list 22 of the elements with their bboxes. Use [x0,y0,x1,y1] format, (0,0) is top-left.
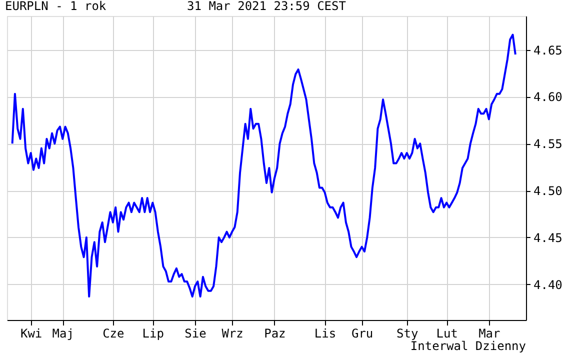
y-tick-label: 4.50 [534,184,562,198]
x-tick-label: Paz [264,326,286,340]
x-tick-label: Gru [351,326,374,340]
x-tick-label: Lip [142,326,164,340]
x-tick-label: Lis [314,326,336,340]
chart-title: EURPLN - 1 rok [5,0,107,13]
x-tick-label: Maj [52,326,74,340]
y-tick-label: 4.65 [534,43,562,58]
y-tick-label: 4.40 [534,278,562,292]
y-tick-label: 4.55 [534,137,562,152]
x-tick-label: Lut [436,326,458,340]
x-tick-label: Mar [478,326,500,340]
text: 31 Mar 2021 23:59 CEST [187,0,346,13]
x-tick-label: Wrz [222,326,244,340]
text: Interwal Dzienny [410,339,526,353]
x-tick-label: Sty [396,326,418,340]
x-tick-label: Cze [102,326,124,340]
x-tick-label: Kwi [20,326,42,340]
line-series [11,34,516,298]
x-tick-label: Sie [184,326,206,340]
y-tick-label: 4.60 [534,90,562,104]
y-tick-label: 4.45 [534,230,562,245]
